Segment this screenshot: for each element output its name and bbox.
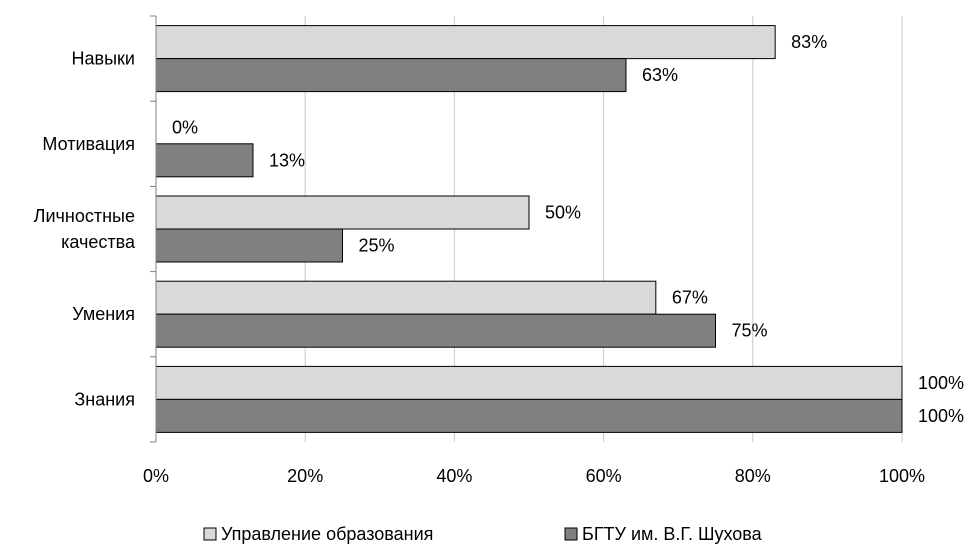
bar: [155, 313, 716, 348]
bar: [155, 398, 903, 433]
category-label: Умения: [72, 304, 135, 324]
bar: [155, 58, 627, 93]
legend-label: БГТУ им. В.Г. Шухова: [582, 524, 763, 544]
legend: Управление образования БГТУ им. В.Г. Шухо…: [203, 524, 763, 544]
category-label: Личностные: [34, 206, 135, 226]
data-label: 75%: [732, 321, 768, 341]
data-label: 67%: [672, 288, 708, 308]
legend-label: Управление образования: [221, 524, 433, 544]
legend-swatch: [203, 527, 217, 541]
bars: [155, 25, 903, 433]
data-label: 13%: [269, 150, 305, 170]
bar: [155, 280, 657, 315]
bar: [155, 25, 776, 60]
x-tick-label: 60%: [586, 466, 622, 486]
data-label: 63%: [642, 65, 678, 85]
x-tick-label: 20%: [287, 466, 323, 486]
x-tick-label: 100%: [879, 466, 925, 486]
data-labels: 83% 63% 0% 13% 50% 25% 67% 75% 100% 100%: [172, 32, 964, 426]
x-tick-label: 40%: [436, 466, 472, 486]
x-tick-label: 80%: [735, 466, 771, 486]
bar: [155, 143, 254, 178]
data-label: 25%: [359, 236, 395, 256]
category-label: качества: [61, 232, 136, 252]
data-label: 83%: [791, 32, 827, 52]
category-label: Мотивация: [42, 134, 135, 154]
legend-swatch: [564, 527, 578, 541]
bar: [155, 195, 530, 230]
data-label: 50%: [545, 203, 581, 223]
category-label: Навыки: [72, 49, 135, 69]
axes: Навыки Мотивация Личностные качества Умения З…: [34, 15, 925, 486]
bar: [155, 228, 343, 263]
x-tick-label: 0%: [143, 466, 169, 486]
category-label: Знания: [74, 389, 135, 409]
data-label: 100%: [918, 406, 964, 426]
data-label: 0%: [172, 117, 198, 137]
bar: [155, 365, 903, 400]
data-label: 100%: [918, 373, 964, 393]
